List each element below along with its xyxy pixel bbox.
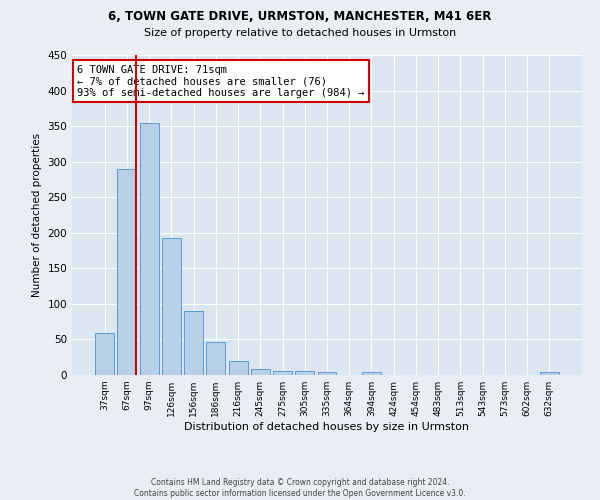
Bar	[229, 362, 248, 375]
Bar	[206, 342, 225, 375]
Bar	[273, 372, 292, 375]
Bar	[251, 368, 270, 375]
Bar	[118, 169, 136, 375]
Bar	[317, 372, 337, 375]
Bar	[162, 238, 181, 375]
X-axis label: Distribution of detached houses by size in Urmston: Distribution of detached houses by size …	[185, 422, 470, 432]
Bar	[295, 372, 314, 375]
Text: Size of property relative to detached houses in Urmston: Size of property relative to detached ho…	[144, 28, 456, 38]
Y-axis label: Number of detached properties: Number of detached properties	[32, 133, 42, 297]
Bar	[362, 372, 381, 375]
Bar	[95, 333, 114, 375]
Bar	[540, 372, 559, 375]
Text: 6 TOWN GATE DRIVE: 71sqm
← 7% of detached houses are smaller (76)
93% of semi-de: 6 TOWN GATE DRIVE: 71sqm ← 7% of detache…	[77, 64, 365, 98]
Text: 6, TOWN GATE DRIVE, URMSTON, MANCHESTER, M41 6ER: 6, TOWN GATE DRIVE, URMSTON, MANCHESTER,…	[109, 10, 491, 23]
Bar	[184, 311, 203, 375]
Text: Contains HM Land Registry data © Crown copyright and database right 2024.
Contai: Contains HM Land Registry data © Crown c…	[134, 478, 466, 498]
Bar	[140, 122, 158, 375]
